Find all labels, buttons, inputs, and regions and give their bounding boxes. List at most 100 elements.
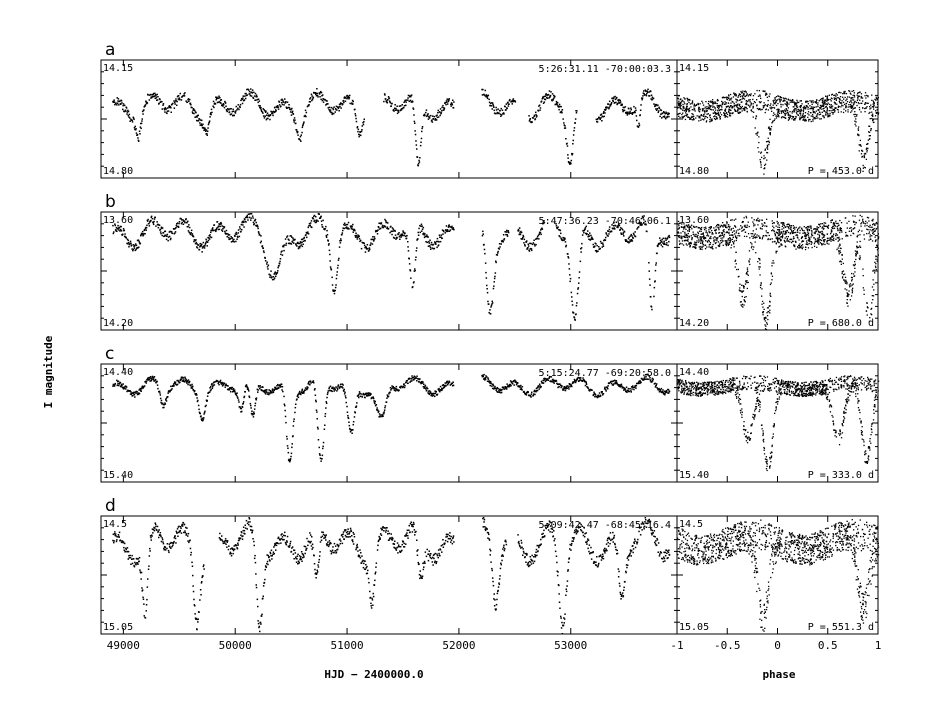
phase-point — [706, 120, 708, 122]
data-point — [241, 102, 244, 105]
data-point — [517, 230, 519, 232]
phase-point — [768, 141, 770, 144]
data-point — [153, 218, 156, 220]
phase-point — [823, 240, 825, 242]
phase-point — [710, 105, 712, 107]
phase-point — [803, 119, 805, 121]
data-point — [601, 120, 603, 122]
data-point — [308, 222, 311, 225]
phase-point — [860, 225, 862, 227]
data-point — [129, 240, 132, 243]
data-point — [222, 225, 225, 228]
phase-point — [834, 102, 837, 104]
phase-point — [807, 111, 810, 113]
data-point — [356, 126, 358, 129]
data-point — [139, 242, 142, 245]
data-point — [277, 270, 279, 272]
data-point — [299, 241, 302, 243]
phase-point — [877, 97, 879, 99]
data-point — [622, 232, 625, 234]
phase-point — [865, 310, 868, 312]
phase-point — [837, 240, 839, 242]
phase-point — [776, 220, 778, 223]
phase-point — [786, 230, 788, 232]
data-point — [246, 214, 248, 217]
data-point — [482, 233, 484, 235]
data-point — [152, 223, 155, 226]
phase-point — [847, 111, 849, 113]
phase-point — [754, 237, 757, 239]
phase-point — [810, 106, 813, 108]
data-point — [246, 215, 248, 218]
data-point — [608, 100, 611, 103]
phase-point — [782, 104, 784, 106]
data-point — [398, 232, 400, 234]
phase-point — [774, 118, 776, 120]
phase-point — [728, 239, 730, 241]
data-point — [282, 101, 285, 103]
phase-point — [814, 228, 816, 230]
data-point — [226, 110, 228, 113]
phase-point — [729, 225, 731, 228]
data-point — [413, 270, 416, 272]
phase-point — [830, 97, 833, 99]
phase-point — [735, 236, 737, 238]
data-point — [196, 119, 198, 122]
phase-point — [794, 102, 796, 105]
phase-point — [710, 226, 712, 228]
data-point — [543, 220, 545, 222]
phase-point — [716, 106, 719, 109]
ymin-label-phase-a: 14.15 — [679, 63, 709, 74]
data-point — [625, 240, 627, 242]
phase-point — [847, 109, 849, 111]
data-point — [235, 105, 237, 108]
phase-point — [713, 116, 715, 118]
data-point — [612, 97, 615, 100]
phase-point — [830, 104, 832, 106]
phase-point — [712, 233, 714, 235]
data-point — [208, 120, 211, 122]
phase-point — [799, 109, 801, 112]
data-point — [165, 235, 167, 237]
data-point — [567, 154, 569, 156]
phase-point — [803, 107, 806, 109]
data-point — [420, 223, 423, 226]
phase-point — [791, 110, 794, 113]
data-point — [333, 290, 335, 292]
phase-point — [837, 237, 840, 239]
phase-point — [714, 112, 717, 114]
data-point — [313, 215, 315, 218]
phase-point — [752, 105, 754, 107]
data-point — [534, 118, 537, 120]
data-point — [289, 242, 291, 245]
phase-point — [694, 243, 696, 245]
phase-point — [868, 138, 871, 140]
phase-point — [711, 230, 713, 232]
data-point — [302, 238, 304, 240]
data-point — [320, 98, 322, 101]
data-point — [327, 107, 329, 109]
phase-point — [699, 228, 702, 230]
data-point — [447, 100, 450, 103]
phase-point — [780, 106, 782, 108]
phase-point — [869, 108, 871, 110]
phase-point — [746, 103, 748, 106]
phase-point — [748, 261, 750, 263]
phase-point — [764, 104, 767, 106]
data-point — [256, 96, 258, 98]
phase-point — [708, 246, 710, 248]
data-point — [390, 105, 392, 107]
phase-point — [756, 89, 758, 92]
data-point — [122, 233, 124, 235]
phase-point — [697, 109, 700, 111]
data-point — [362, 121, 364, 124]
panel-c: c5:15:24.77 -69:20:58.014.4015.4014.4015… — [100, 344, 880, 483]
phase-point — [817, 109, 819, 111]
phase-point — [744, 226, 746, 228]
phase-point — [860, 111, 862, 113]
phase-point — [834, 225, 837, 227]
phase-point — [836, 227, 839, 230]
phase-point — [771, 241, 774, 243]
data-point — [610, 103, 612, 105]
data-point — [658, 243, 661, 245]
